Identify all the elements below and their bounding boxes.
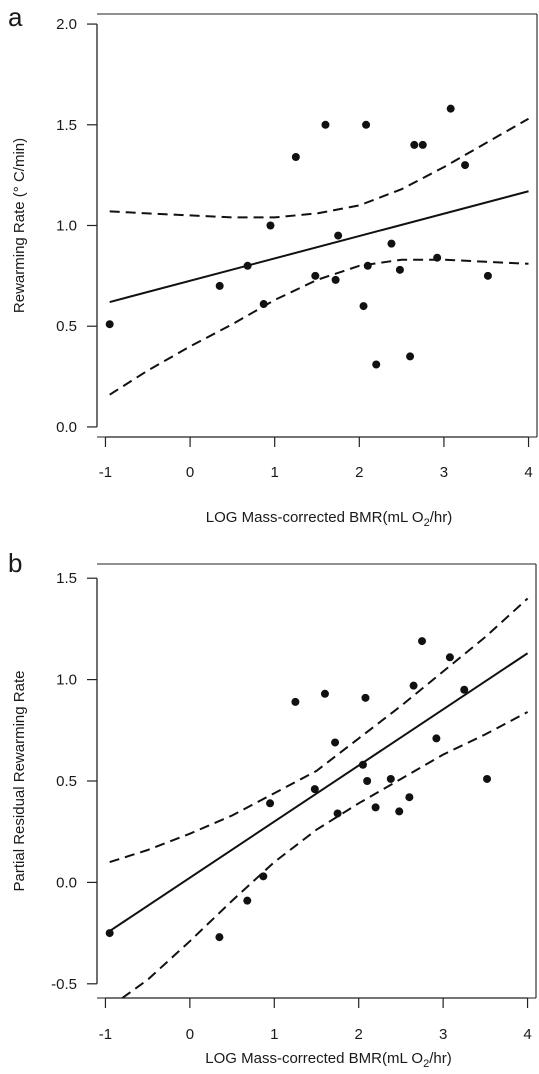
data-point	[215, 281, 224, 290]
data-point	[259, 300, 268, 309]
y-tick-label: 1.5	[56, 570, 77, 587]
data-point	[445, 653, 454, 662]
data-point	[387, 239, 396, 248]
data-point	[432, 734, 441, 743]
x-tick-label: 0	[186, 1026, 194, 1043]
data-point	[361, 693, 370, 702]
x-axis-label: LOG Mass-corrected BMR(mL O2/hr)	[206, 509, 452, 529]
x-axis-label-subscript: 2	[424, 517, 430, 529]
x-tick-label: 2	[355, 1026, 363, 1043]
x-axis-label-end: /hr)	[429, 1050, 452, 1067]
x-tick-label: 1	[271, 464, 279, 481]
x-tick-label: 1	[270, 1026, 278, 1043]
ci-upper-curve	[109, 597, 529, 864]
x-tick-label: -1	[99, 464, 112, 481]
x-tick-label: 3	[440, 464, 448, 481]
data-point	[362, 120, 371, 129]
y-tick-label: -0.5	[51, 976, 77, 993]
data-point	[243, 261, 252, 270]
data-point	[461, 161, 470, 170]
data-point	[105, 320, 114, 329]
data-point	[371, 803, 380, 812]
data-point	[320, 689, 329, 698]
x-tick-label: 4	[524, 464, 532, 481]
ci-upper-curve	[109, 117, 529, 219]
panel-label: a	[8, 2, 23, 32]
data-point	[243, 896, 252, 905]
data-point	[372, 360, 381, 369]
data-point	[418, 140, 427, 149]
data-point	[395, 265, 404, 274]
ci-lower-curve	[109, 258, 529, 396]
data-point	[358, 760, 367, 769]
data-point	[363, 777, 372, 785]
data-point	[105, 929, 114, 938]
data-point	[395, 807, 404, 816]
data-point	[405, 793, 414, 802]
data-point	[310, 785, 319, 794]
data-point	[433, 253, 442, 262]
y-tick-label: 1.5	[56, 117, 77, 134]
y-tick-label: 0.5	[56, 318, 77, 335]
y-tick-label: 1.0	[56, 672, 77, 689]
y-tick-label: 1.0	[56, 218, 77, 235]
x-axis-label-main: LOG Mass-corrected BMR(mL O	[206, 509, 424, 526]
data-point	[410, 140, 419, 149]
x-tick-label: 2	[355, 464, 363, 481]
x-axis-label-subscript: 2	[423, 1058, 429, 1070]
regression-line	[109, 190, 529, 304]
data-point	[483, 271, 492, 280]
x-axis-label-end: /hr)	[430, 509, 453, 526]
data-point	[460, 685, 469, 694]
data-point	[331, 738, 340, 747]
data-point	[331, 275, 340, 284]
data-point	[334, 231, 343, 240]
y-axis-label: Partial Residual Rewarming Rate	[11, 671, 28, 892]
data-point	[409, 681, 418, 690]
panel-label: b	[8, 548, 22, 578]
y-tick-label: 2.0	[56, 16, 77, 33]
data-point	[215, 933, 224, 942]
x-axis-label-main: LOG Mass-corrected BMR(mL O	[205, 1050, 423, 1067]
x-axis-label: LOG Mass-corrected BMR(mL O2/hr)	[205, 1050, 451, 1070]
data-point	[291, 153, 300, 162]
x-tick-label: 4	[523, 1026, 531, 1043]
data-point	[363, 261, 372, 270]
data-point	[483, 774, 492, 783]
data-point	[266, 799, 275, 808]
data-point	[266, 221, 275, 230]
data-point	[418, 637, 427, 646]
data-point	[386, 774, 395, 783]
y-tick-label: 0.0	[56, 874, 77, 891]
data-point	[259, 872, 268, 881]
y-tick-label: 0.0	[56, 419, 77, 436]
chart-a: a -1 0 1 2 3 4 0.0 0.5 1.0 1.5 2.0 LOG Mass-correcte…	[8, 2, 538, 529]
chart-panel-b: b -1 0 1 2 3 4 -0.5 0.0 0.5 1.0 1.5 LOG Mass-correct…	[0, 540, 539, 1074]
data-point	[446, 104, 455, 113]
data-point	[311, 271, 320, 280]
data-point	[321, 120, 330, 129]
y-axis-label: Rewarming Rate (° C/min)	[11, 138, 28, 313]
x-tick-label: -1	[99, 1026, 112, 1043]
data-point	[291, 697, 300, 706]
data-point	[333, 809, 342, 818]
data-point	[359, 302, 368, 311]
data-point	[406, 352, 415, 361]
y-tick-label: 0.5	[56, 773, 77, 790]
ci-lower-curve	[121, 711, 529, 999]
chart-b: b -1 0 1 2 3 4 -0.5 0.0 0.5 1.0 1.5 LOG Mass-correct…	[8, 548, 537, 1070]
chart-panel-a: a -1 0 1 2 3 4 0.0 0.5 1.0 1.5 2.0 LOG Mass-correcte…	[8, 2, 538, 529]
x-tick-label: 3	[439, 1026, 447, 1043]
x-tick-label: 0	[186, 464, 194, 481]
regression-line	[109, 652, 529, 932]
